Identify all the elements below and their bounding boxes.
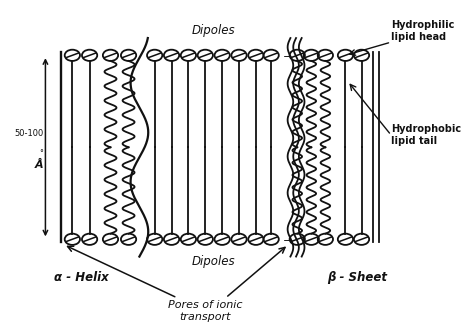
Text: Pores of ionic
transport: Pores of ionic transport — [168, 300, 243, 321]
Text: °: ° — [39, 149, 44, 158]
Text: Dipoles: Dipoles — [191, 24, 235, 37]
Text: 50-100: 50-100 — [14, 129, 44, 138]
Text: β - Sheet: β - Sheet — [328, 271, 388, 284]
Text: $-$: $-$ — [282, 50, 292, 60]
Text: Hydrophilic
lipid head: Hydrophilic lipid head — [391, 21, 455, 42]
Text: Hydrophobic
lipid tail: Hydrophobic lipid tail — [391, 125, 461, 146]
Text: Dipoles: Dipoles — [191, 254, 235, 267]
Text: $-$: $-$ — [282, 234, 292, 244]
Text: Å: Å — [35, 160, 44, 170]
Text: α - Helix: α - Helix — [54, 271, 109, 284]
